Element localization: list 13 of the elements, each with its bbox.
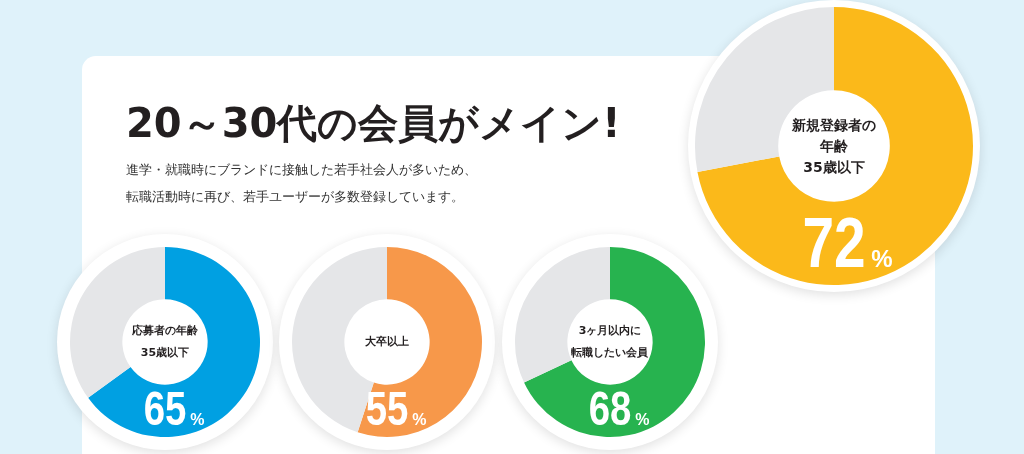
text: 3ヶ月以内に xyxy=(577,323,643,339)
text: 35歳以下 xyxy=(802,157,866,177)
text: 新規登録者の年齢 xyxy=(791,115,877,156)
data-label: 65% xyxy=(143,381,205,435)
data-label: 72% xyxy=(802,202,893,283)
text: 20～30代の会員がメイン! xyxy=(126,99,621,148)
text: 転職したい会員 xyxy=(570,345,650,361)
data-label: 68% xyxy=(588,381,650,435)
text: 応募者の年齢 xyxy=(131,323,199,339)
data-label: 55% xyxy=(365,381,427,435)
text: 進学・就職時にブランドに接触した若手社会人が多いため、転職活動時に再び、若手ユーザーが多数登録しています。 xyxy=(126,161,478,206)
text: 35歳以下 xyxy=(139,345,191,361)
text: 大卒以上 xyxy=(364,334,410,350)
